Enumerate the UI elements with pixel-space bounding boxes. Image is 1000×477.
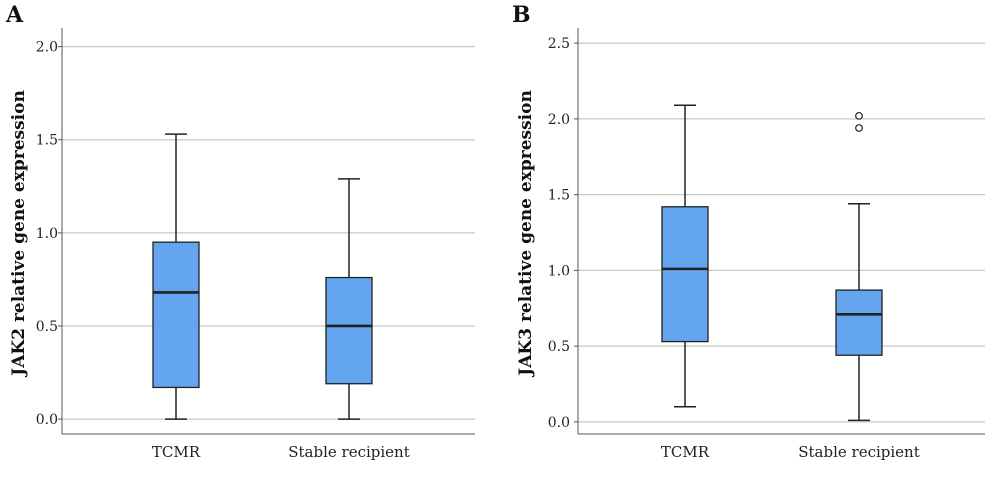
y-tick-label: 2.0 bbox=[36, 40, 58, 56]
y-tick-label: 1.0 bbox=[36, 226, 58, 242]
y-tick-label: 1.0 bbox=[548, 263, 570, 279]
panel-a: A JAK2 relative gene expression 0.0 0.5 1.… bbox=[5, 2, 475, 461]
category-label-stable-recipient: Stable recipient bbox=[288, 443, 410, 461]
outlier-point bbox=[855, 124, 863, 132]
y-tick-label: 0.5 bbox=[548, 339, 570, 355]
y-tick-label: 0.0 bbox=[548, 415, 570, 431]
box-iqr bbox=[835, 289, 883, 356]
y-tick-label: 2.5 bbox=[548, 36, 570, 52]
box-iqr bbox=[152, 241, 200, 389]
category-label-tcmr: TCMR bbox=[661, 443, 710, 461]
box-plot-tcmr bbox=[152, 133, 200, 420]
y-tick-label: 0.0 bbox=[36, 412, 58, 428]
box-iqr bbox=[325, 276, 373, 385]
category-label-tcmr: TCMR bbox=[152, 443, 201, 461]
panel-letter: B bbox=[512, 2, 531, 28]
category-label-stable-recipient: Stable recipient bbox=[798, 443, 920, 461]
y-tick-label: 1.5 bbox=[36, 133, 58, 149]
box-iqr bbox=[661, 206, 709, 343]
box-plot-tcmr bbox=[661, 104, 709, 408]
panel-letter: A bbox=[5, 2, 24, 28]
box-plot-stable-recipient bbox=[835, 111, 883, 422]
y-tick-label: 1.5 bbox=[548, 188, 570, 204]
y-axis-label: JAK2 relative gene expression bbox=[9, 90, 29, 378]
outlier-point bbox=[855, 111, 863, 120]
panel-b: B JAK3 relative gene expression 0.0 0.5 1.… bbox=[512, 2, 985, 461]
y-axis-label: JAK3 relative gene expression bbox=[516, 90, 536, 378]
box-plot-stable-recipient bbox=[325, 178, 373, 420]
y-tick-label: 2.0 bbox=[548, 112, 570, 128]
y-tick-label: 0.5 bbox=[36, 319, 58, 335]
